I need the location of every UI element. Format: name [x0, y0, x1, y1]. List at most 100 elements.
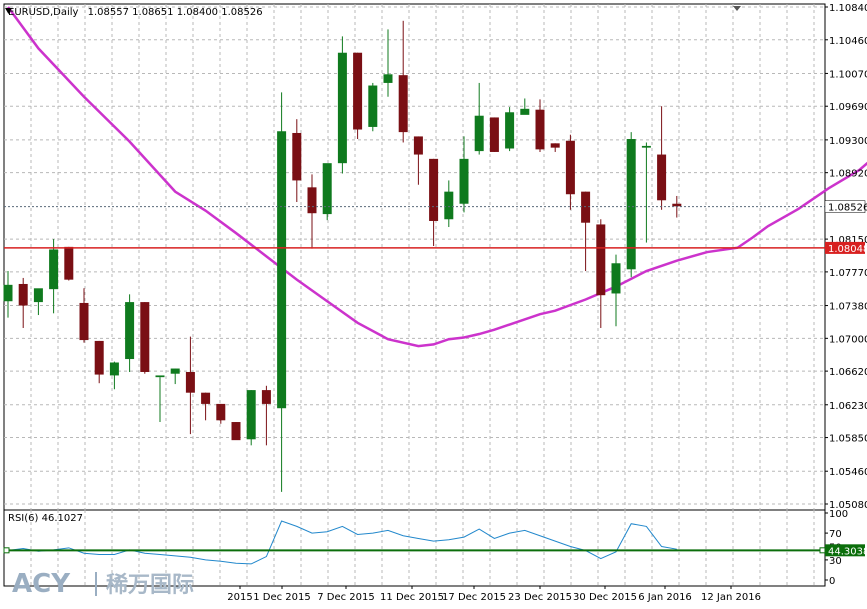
- candle-bullish: [277, 92, 287, 492]
- candles: [3, 20, 682, 492]
- price-tick-label: 1.09300: [829, 136, 867, 147]
- scroll-marker-icon[interactable]: [733, 6, 741, 11]
- candle-body: [337, 52, 347, 164]
- rsi-plot-frame: [3, 509, 826, 587]
- rsi-tick-label: 70: [829, 529, 842, 540]
- candle-bearish: [657, 106, 667, 210]
- candle-body: [657, 154, 667, 201]
- time-tick-label: 17 Dec 2015: [442, 592, 506, 603]
- candle-body: [277, 131, 287, 409]
- candle-bearish: [398, 20, 408, 143]
- candle-bearish: [18, 277, 28, 328]
- candle-body: [140, 302, 150, 372]
- price-tick-label: 1.10840: [829, 3, 867, 14]
- candle-bearish: [353, 52, 363, 140]
- candle-body: [459, 158, 469, 204]
- candle-body: [581, 191, 591, 223]
- candle-bearish: [550, 143, 560, 152]
- candle-bearish: [231, 422, 241, 441]
- candle-body: [79, 302, 89, 341]
- candle-body: [125, 302, 135, 360]
- candle-bullish: [383, 29, 393, 97]
- ohlc-readout: 1.08557 1.08651 1.08400 1.08526: [88, 7, 263, 18]
- symbol-label: EURUSD,Daily: [8, 7, 79, 18]
- candle-bearish: [79, 288, 89, 343]
- time-tick-label: 1 Dec 2015: [253, 592, 311, 603]
- level-handle-right[interactable]: [819, 547, 826, 554]
- price-tick-label: 1.06620: [829, 367, 867, 378]
- candle-body: [216, 403, 226, 421]
- candle-bearish: [413, 136, 423, 185]
- candle-bearish: [261, 385, 271, 446]
- price-tick-label: 1.05460: [829, 467, 867, 478]
- rsi-tick-label: 30: [829, 556, 842, 567]
- price-tick-label: 1.05080: [829, 500, 867, 511]
- price-tick-label: 1.07380: [829, 302, 867, 313]
- rsi-level-tag: [825, 544, 865, 557]
- candle-bullish: [125, 294, 135, 372]
- rsi-line: [7, 520, 677, 565]
- rsi-label: RSI(6) 46.1027: [8, 513, 83, 524]
- price-tick-label: 1.10070: [829, 69, 867, 80]
- grid: [4, 4, 825, 586]
- candle-bullish: [3, 271, 13, 318]
- candle-bullish: [641, 142, 651, 243]
- price-tick-label: 1.07770: [829, 268, 867, 279]
- candle-body: [520, 108, 530, 115]
- candle-body: [170, 368, 180, 374]
- candle-body: [201, 392, 211, 404]
- price-tick-label: 1.09690: [829, 102, 867, 113]
- candle-body: [398, 75, 408, 133]
- candle-bearish: [292, 119, 302, 203]
- candle-body: [307, 187, 317, 214]
- candle-bearish: [64, 246, 74, 281]
- time-tick-label: 30 Dec 2015: [573, 592, 637, 603]
- candle-bullish: [459, 136, 469, 213]
- current-price-tag: [824, 200, 866, 213]
- candle-bullish: [505, 107, 515, 152]
- candle-body: [33, 288, 43, 303]
- main-plot-frame: [3, 3, 826, 511]
- candle-body: [109, 362, 119, 376]
- price-tick-label: 1.08150: [829, 235, 867, 246]
- candle-body: [18, 283, 28, 306]
- rsi-tick-label: 0: [829, 576, 835, 587]
- candle-body: [429, 158, 439, 221]
- price-tick-label: 1.08920: [829, 169, 867, 180]
- watermark-brand: ACY: [12, 569, 71, 599]
- support-price-tag: [825, 241, 865, 254]
- candle-body: [155, 375, 165, 378]
- candle-body: [550, 143, 560, 148]
- candle-bullish: [322, 163, 332, 221]
- candle-bearish: [140, 302, 150, 374]
- candle-bearish: [596, 219, 606, 328]
- price-axis: 1.10840 1.10460 1.10070 1.09690 1.09300 1.089…: [824, 3, 867, 587]
- candle-bullish: [444, 180, 454, 228]
- candle-bullish: [49, 239, 59, 314]
- candle-body: [535, 109, 545, 150]
- watermark: ACY 稀万国际: [12, 569, 194, 599]
- candle-body: [231, 422, 241, 441]
- candle-bullish: [368, 82, 378, 132]
- watermark-cn: 稀万国际: [106, 572, 194, 598]
- moving-average-line: [6, 6, 867, 348]
- current-price-label: 1.08526: [828, 203, 867, 214]
- candle-bullish: [520, 98, 530, 115]
- candle-bullish: [246, 390, 256, 446]
- candle-body: [444, 191, 454, 220]
- candle-body: [94, 340, 104, 375]
- level-handle-left[interactable]: [3, 547, 10, 554]
- candle-body: [596, 224, 606, 296]
- candle-body: [353, 52, 363, 130]
- candle-bullish: [611, 254, 621, 327]
- time-tick-label: 12 Jan 2016: [701, 592, 761, 603]
- price-tick-label: 1.05850: [829, 434, 867, 445]
- collapse-triangle-icon[interactable]: [5, 8, 12, 14]
- candle-body: [489, 117, 499, 152]
- chart-header: EURUSD,Daily 1.08557 1.08651 1.08400 1.0…: [8, 7, 263, 18]
- price-levels: [4, 206, 825, 249]
- candle-body: [505, 112, 515, 149]
- candle-body: [413, 136, 423, 155]
